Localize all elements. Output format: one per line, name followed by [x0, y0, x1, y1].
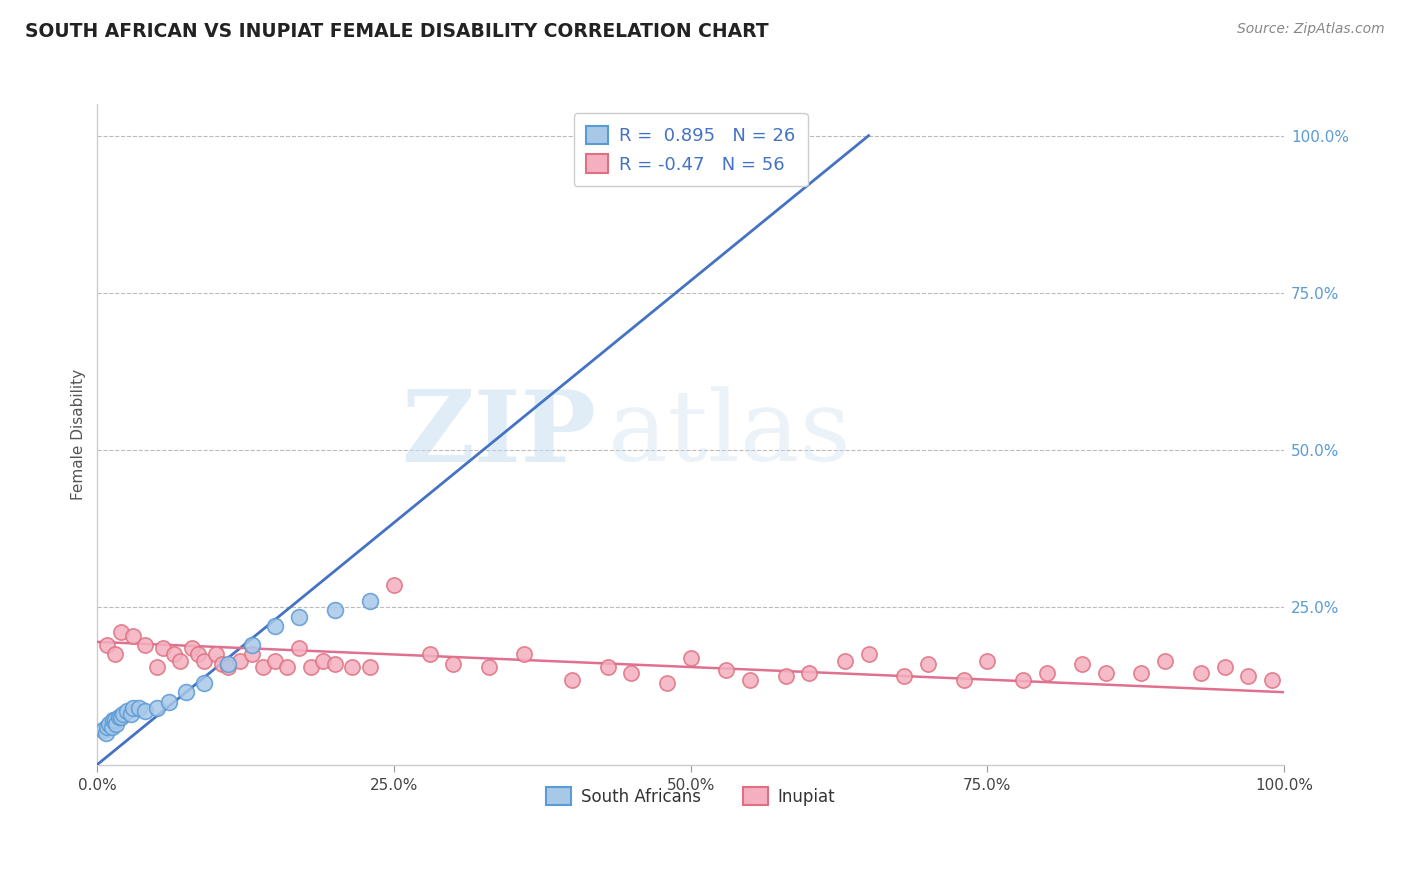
Point [561, 673, 583, 687]
Point [264, 654, 287, 668]
Point [382, 578, 405, 592]
Point [169, 654, 191, 668]
Point [1261, 673, 1284, 687]
Point [775, 669, 797, 683]
Point [217, 657, 239, 671]
Point [952, 673, 974, 687]
Point [893, 669, 915, 683]
Point [799, 666, 821, 681]
Point [858, 648, 880, 662]
Text: SOUTH AFRICAN VS INUPIAT FEMALE DISABILITY CORRELATION CHART: SOUTH AFRICAN VS INUPIAT FEMALE DISABILI… [25, 22, 769, 41]
Point [112, 707, 135, 722]
Point [107, 710, 129, 724]
Point [240, 638, 263, 652]
Point [655, 675, 678, 690]
Point [205, 648, 228, 662]
Point [104, 714, 127, 728]
Point [128, 701, 150, 715]
Point [193, 654, 215, 668]
Point [441, 657, 464, 671]
Point [312, 654, 335, 668]
Point [419, 648, 441, 662]
Point [1095, 666, 1118, 681]
Y-axis label: Female Disability: Female Disability [72, 368, 86, 500]
Point [105, 716, 128, 731]
Point [120, 707, 142, 722]
Point [94, 726, 117, 740]
Point [145, 701, 167, 715]
Point [110, 625, 132, 640]
Legend: South Africans, Inupiat: South Africans, Inupiat [540, 780, 842, 813]
Point [1154, 654, 1177, 668]
Point [323, 603, 346, 617]
Point [620, 666, 643, 681]
Point [157, 695, 180, 709]
Point [181, 641, 204, 656]
Point [145, 660, 167, 674]
Point [91, 723, 114, 737]
Point [596, 660, 619, 674]
Point [134, 704, 156, 718]
Point [323, 657, 346, 671]
Point [115, 704, 138, 718]
Text: Source: ZipAtlas.com: Source: ZipAtlas.com [1237, 22, 1385, 37]
Point [276, 660, 298, 674]
Point [1011, 673, 1033, 687]
Point [96, 720, 118, 734]
Point [1237, 669, 1260, 683]
Point [679, 650, 702, 665]
Point [288, 641, 311, 656]
Point [122, 629, 145, 643]
Point [163, 648, 186, 662]
Point [134, 638, 156, 652]
Point [1213, 660, 1236, 674]
Point [1189, 666, 1212, 681]
Point [359, 594, 381, 608]
Point [738, 673, 761, 687]
Point [834, 654, 856, 668]
Point [976, 654, 998, 668]
Point [1130, 666, 1153, 681]
Point [288, 609, 311, 624]
Point [96, 638, 118, 652]
Point [264, 619, 287, 633]
Point [98, 716, 121, 731]
Point [152, 641, 174, 656]
Point [110, 710, 132, 724]
Text: ZIP: ZIP [401, 386, 596, 483]
Point [342, 660, 364, 674]
Point [359, 660, 381, 674]
Point [187, 648, 209, 662]
Point [1071, 657, 1094, 671]
Point [193, 675, 215, 690]
Point [176, 685, 198, 699]
Point [104, 648, 127, 662]
Point [299, 660, 322, 674]
Point [211, 657, 233, 671]
Point [100, 720, 122, 734]
Point [101, 714, 124, 728]
Point [513, 648, 536, 662]
Point [240, 648, 263, 662]
Point [229, 654, 252, 668]
Point [252, 660, 274, 674]
Point [122, 701, 145, 715]
Text: atlas: atlas [607, 386, 851, 483]
Point [217, 660, 239, 674]
Point [716, 663, 738, 677]
Point [917, 657, 939, 671]
Point [478, 660, 501, 674]
Point [1035, 666, 1057, 681]
